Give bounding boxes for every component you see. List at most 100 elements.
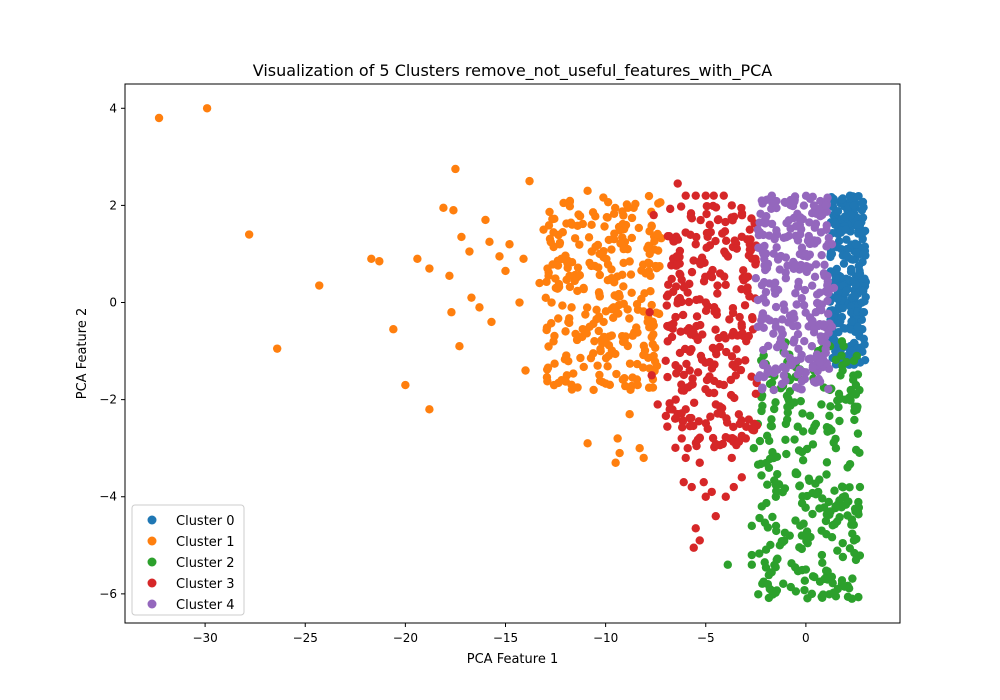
data-point bbox=[799, 201, 809, 210]
data-point bbox=[796, 521, 805, 530]
data-point bbox=[679, 370, 689, 380]
data-point bbox=[809, 324, 819, 334]
data-point bbox=[675, 259, 684, 268]
data-point bbox=[663, 337, 672, 346]
data-point bbox=[602, 254, 611, 264]
data-point bbox=[847, 317, 856, 326]
data-point bbox=[796, 213, 805, 222]
data-point bbox=[759, 278, 769, 287]
data-point bbox=[633, 380, 642, 390]
data-point bbox=[817, 337, 827, 346]
data-point bbox=[845, 191, 855, 200]
data-point bbox=[811, 260, 821, 269]
data-point bbox=[756, 459, 765, 469]
data-point bbox=[651, 261, 660, 271]
data-point bbox=[682, 326, 692, 335]
data-point bbox=[680, 282, 689, 291]
data-point bbox=[549, 337, 558, 346]
data-point bbox=[771, 278, 780, 287]
data-point bbox=[708, 201, 718, 211]
data-point bbox=[846, 264, 856, 274]
data-point bbox=[808, 363, 817, 373]
data-point bbox=[753, 322, 763, 331]
data-point bbox=[853, 370, 863, 379]
data-point bbox=[829, 196, 839, 205]
data-point bbox=[815, 504, 824, 513]
data-point bbox=[389, 325, 398, 334]
data-point bbox=[449, 206, 458, 215]
data-point bbox=[771, 398, 780, 407]
data-point bbox=[665, 405, 674, 414]
data-point bbox=[714, 333, 723, 343]
data-point bbox=[661, 356, 670, 365]
data-point bbox=[687, 413, 696, 423]
x-tick-label: −10 bbox=[593, 631, 618, 645]
data-point bbox=[559, 198, 568, 208]
data-point bbox=[675, 293, 685, 303]
data-point bbox=[747, 550, 757, 560]
data-point bbox=[425, 264, 434, 273]
data-point bbox=[557, 376, 566, 385]
data-point bbox=[761, 545, 771, 554]
data-point bbox=[703, 424, 712, 433]
data-point bbox=[718, 439, 727, 449]
data-point bbox=[671, 414, 681, 423]
data-point bbox=[717, 409, 726, 419]
data-point bbox=[823, 309, 833, 319]
data-point bbox=[594, 288, 604, 297]
data-point bbox=[813, 236, 822, 246]
data-point bbox=[588, 208, 598, 217]
data-point bbox=[707, 364, 717, 373]
data-point bbox=[696, 260, 705, 269]
data-point bbox=[584, 233, 594, 242]
data-point bbox=[772, 226, 781, 235]
data-point bbox=[845, 483, 854, 492]
data-point bbox=[535, 278, 544, 288]
data-point bbox=[696, 351, 706, 361]
data-point bbox=[681, 228, 690, 237]
data-point bbox=[821, 516, 831, 526]
data-point bbox=[487, 317, 496, 327]
data-point bbox=[749, 443, 759, 453]
data-point bbox=[619, 244, 628, 254]
data-point bbox=[721, 217, 730, 227]
data-point bbox=[565, 282, 575, 292]
data-point bbox=[525, 176, 534, 186]
data-point bbox=[481, 215, 490, 225]
data-point bbox=[770, 404, 779, 414]
data-point bbox=[684, 297, 694, 307]
data-point bbox=[646, 287, 655, 296]
data-point bbox=[627, 213, 637, 223]
x-axis-label: PCA Feature 1 bbox=[467, 652, 558, 667]
data-point bbox=[831, 355, 841, 365]
data-point bbox=[741, 434, 751, 443]
data-point bbox=[830, 486, 839, 495]
data-point bbox=[823, 296, 832, 306]
data-point bbox=[425, 405, 434, 414]
data-point bbox=[721, 492, 730, 501]
data-point bbox=[757, 471, 766, 480]
data-point bbox=[697, 253, 707, 262]
data-point bbox=[593, 361, 602, 370]
data-point bbox=[737, 473, 746, 482]
data-point bbox=[743, 283, 752, 292]
data-point bbox=[570, 234, 580, 243]
data-point bbox=[772, 342, 782, 352]
data-point bbox=[666, 321, 675, 330]
data-point bbox=[773, 469, 782, 479]
data-point bbox=[698, 330, 707, 339]
data-point bbox=[649, 351, 658, 361]
data-point bbox=[543, 264, 552, 273]
data-point bbox=[779, 579, 788, 588]
data-point bbox=[732, 345, 741, 354]
data-point bbox=[758, 360, 768, 370]
data-point bbox=[653, 400, 662, 409]
data-point bbox=[853, 507, 863, 516]
data-point bbox=[790, 335, 799, 344]
data-point bbox=[733, 331, 742, 340]
data-point bbox=[505, 240, 514, 249]
data-point bbox=[621, 220, 631, 230]
data-point bbox=[795, 220, 805, 230]
data-point bbox=[814, 299, 823, 308]
data-point bbox=[722, 347, 731, 357]
